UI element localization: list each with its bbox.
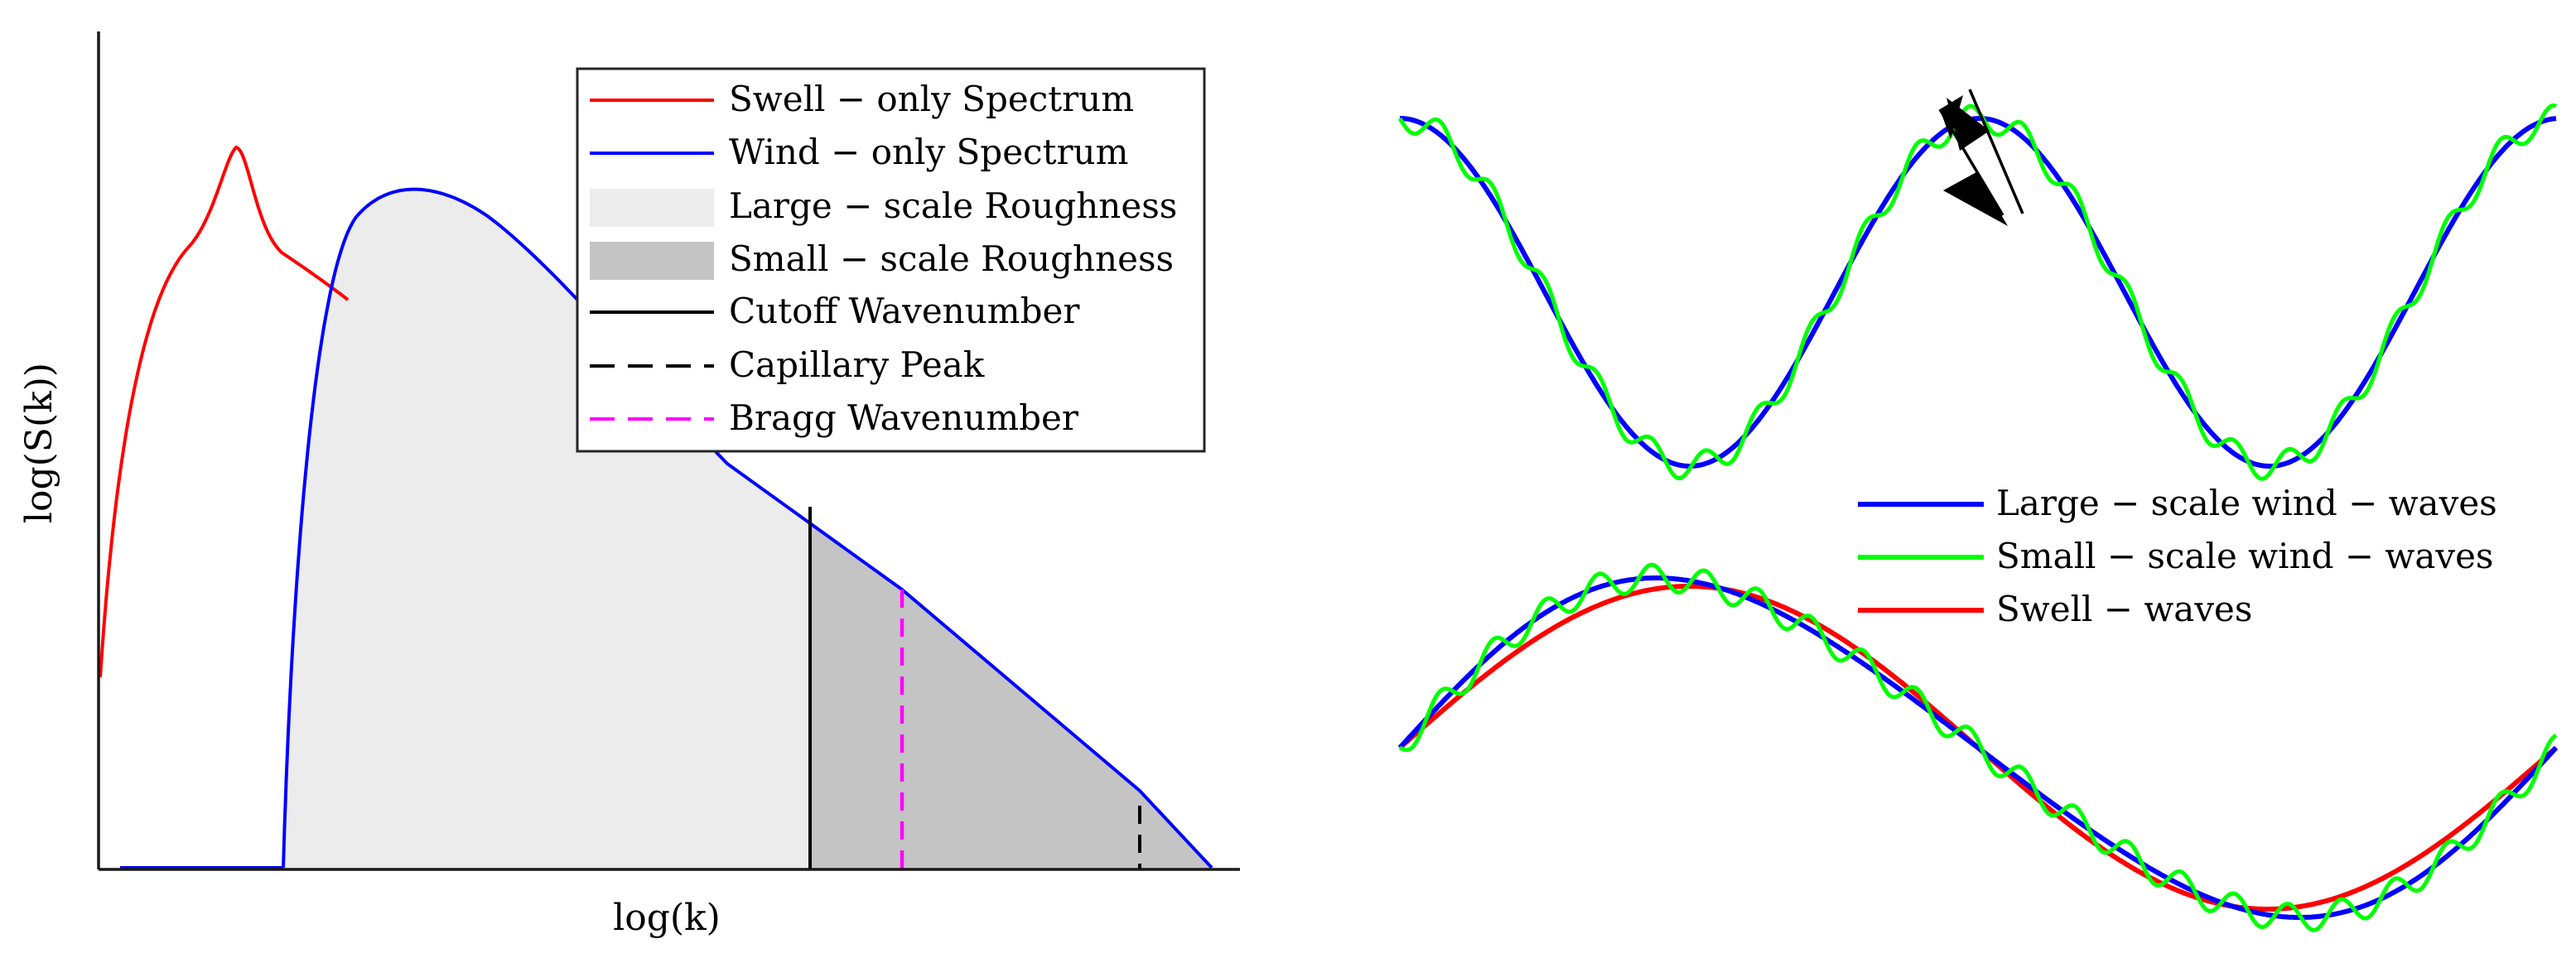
legend-item-large-scale: Large − scale Roughness	[590, 185, 1177, 227]
waves-legend-item-small: Small − scale wind − waves	[1858, 536, 2494, 576]
large-scale-roughness-area	[283, 189, 810, 870]
waves-legend-item-large: Large − scale wind − waves	[1858, 483, 2497, 523]
x-axis-label: log(k)	[613, 897, 721, 939]
legend-label-cutoff: Cutoff Wavenumber	[729, 291, 1080, 331]
small-scale-roughness-area	[810, 523, 1212, 869]
spectrum-legend: Swell − only Spectrum Wind − only Spectr…	[576, 67, 1206, 453]
spectrum-plot: log(S(k)) log(k) Swell − only Spectrum W…	[18, 31, 1240, 939]
legend-swatch-small-scale	[590, 242, 714, 280]
legend-item-bragg: Bragg Wavenumber	[590, 397, 1079, 438]
legend-label-large-scale: Large − scale Roughness	[729, 185, 1177, 226]
top-small-scale-wave	[1397, 104, 2558, 481]
legend-label-small-scale: Small − scale Roughness	[729, 238, 1174, 279]
legend-label-bragg: Bragg Wavenumber	[729, 397, 1079, 438]
double-arrow-icon	[1938, 89, 2024, 226]
legend-item-small-scale: Small − scale Roughness	[590, 238, 1174, 280]
top-large-scale-wave	[1400, 116, 2557, 469]
waves-legend: Large − scale wind − waves Small − scale…	[1858, 483, 2497, 629]
legend-item-wind: Wind − only Spectrum	[590, 132, 1128, 172]
legend-swatch-large-scale	[590, 189, 714, 227]
legend-item-capillary: Capillary Peak	[590, 344, 985, 385]
legend-label-capillary: Capillary Peak	[729, 344, 985, 385]
waves-legend-label-small: Small − scale wind − waves	[1996, 536, 2494, 576]
legend-item-swell: Swell − only Spectrum	[590, 79, 1134, 119]
legend-label-swell: Swell − only Spectrum	[729, 79, 1134, 119]
waves-legend-label-swell: Swell − waves	[1996, 589, 2252, 629]
waves-legend-label-large: Large − scale wind − waves	[1996, 483, 2497, 523]
waves-diagram: Large − scale wind − waves Small − scale…	[1397, 89, 2559, 932]
bottom-large-scale-wave	[1397, 575, 2559, 920]
legend-item-cutoff: Cutoff Wavenumber	[590, 291, 1080, 331]
waves-legend-item-swell: Swell − waves	[1858, 589, 2252, 629]
bottom-small-scale-wave	[1398, 562, 2558, 932]
y-axis-label: log(S(k))	[18, 363, 60, 523]
swell-spectrum-curve	[99, 145, 350, 678]
legend-label-wind: Wind − only Spectrum	[729, 132, 1128, 172]
